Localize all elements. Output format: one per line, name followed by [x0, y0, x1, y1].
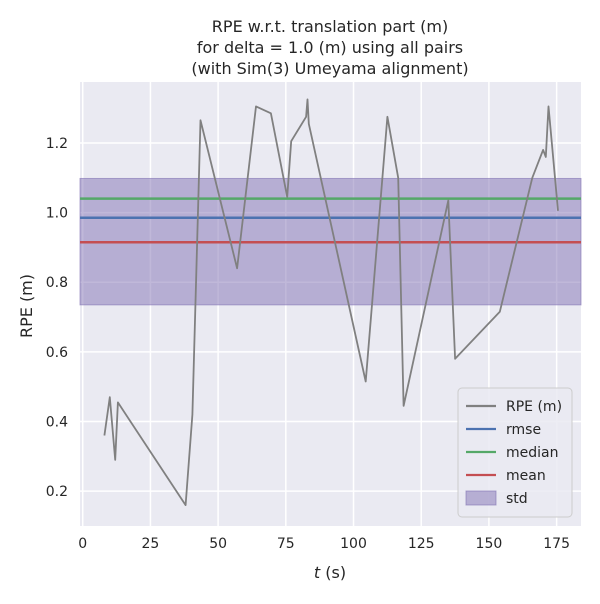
stat-lines-layer: [80, 197, 581, 244]
chart-title-line-3: (with Sim(3) Umeyama alignment): [191, 59, 468, 78]
legend-label: median: [506, 445, 558, 461]
chart-title-line-1: RPE w.r.t. translation part (m): [212, 17, 448, 36]
x-tick-label: 50: [209, 536, 227, 552]
legend-label: rmse: [506, 422, 541, 438]
y-tick-label: 0.6: [46, 345, 68, 361]
legend-box: [457, 387, 573, 518]
legend-swatch-std: [465, 490, 497, 506]
y-tick-labels: 0.2 0.4 0.6 0.8 1.0 1.2: [46, 136, 68, 500]
y-tick-label: 0.8: [46, 275, 68, 291]
y-tick-label: 0.2: [46, 484, 68, 500]
x-tick-label: 175: [543, 536, 570, 552]
x-tick-label: 75: [277, 536, 295, 552]
x-tick-label: 125: [408, 536, 435, 552]
y-tick-label: 1.2: [46, 136, 68, 152]
x-tick-label: 25: [141, 536, 159, 552]
x-tick-label: 150: [476, 536, 503, 552]
legend-label: RPE (m): [506, 399, 562, 415]
legend: RPE (m) rmse median mean std: [457, 387, 573, 518]
x-tick-label: 100: [340, 536, 367, 552]
x-axis-label: t (s): [314, 563, 346, 582]
y-tick-label: 0.4: [46, 415, 68, 431]
x-axis-label-variable: t: [314, 563, 321, 582]
legend-label: mean: [506, 468, 546, 484]
x-tick-labels: 0 25 50 75 100 125 150 175: [78, 536, 570, 552]
rpe-series-line: [103, 98, 559, 507]
series-layer: [103, 98, 559, 507]
chart-title-line-2: for delta = 1.0 (m) using all pairs: [197, 38, 463, 57]
y-tick-label: 1.0: [46, 206, 68, 222]
legend-label: std: [506, 491, 528, 507]
x-tick-label: 0: [78, 536, 87, 552]
x-axis-label-unit: (s): [320, 563, 346, 582]
y-axis-label: RPE (m): [17, 274, 36, 338]
